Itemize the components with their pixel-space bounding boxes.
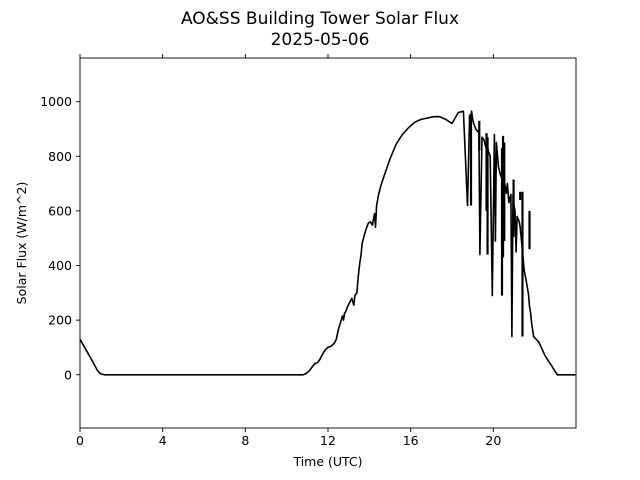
- chart-subtitle: 2025-05-06: [271, 30, 370, 50]
- x-tick-label: 12: [320, 433, 336, 448]
- y-tick-label: 200: [48, 313, 72, 328]
- x-tick-label: 20: [485, 433, 501, 448]
- y-tick-label: 1000: [40, 94, 72, 109]
- x-tick-label: 4: [159, 433, 167, 448]
- x-tick-label: 16: [403, 433, 419, 448]
- y-tick-label: 400: [48, 258, 72, 273]
- y-tick-label: 600: [48, 203, 72, 218]
- y-tick-label: 800: [48, 149, 72, 164]
- y-axis-label: Solar Flux (W/m^2): [14, 182, 29, 305]
- plot-layer: [79, 110, 576, 376]
- y-axis-ticks: 0 200 400 600 800 1000: [40, 94, 80, 382]
- chart-title: AO&SS Building Tower Solar Flux: [181, 9, 459, 29]
- x-tick-label: 0: [76, 433, 84, 448]
- series-line: [79, 110, 576, 376]
- x-axis-label: Time (UTC): [292, 454, 362, 469]
- x-tick-label: 8: [241, 433, 249, 448]
- y-tick-label: 0: [64, 367, 72, 382]
- x-axis-ticks: 0 4 8 12 16 20: [76, 54, 501, 448]
